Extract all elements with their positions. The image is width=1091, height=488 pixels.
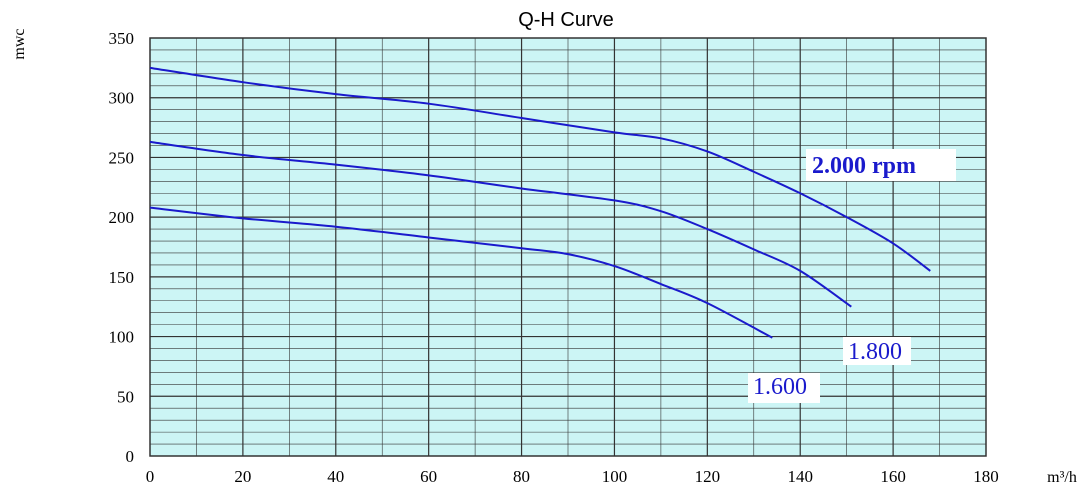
- x-tick-label: 160: [880, 467, 906, 486]
- y-tick-labels: 0 50 100 150 200 250 300 350: [109, 29, 135, 466]
- series-label-1800: 1.800: [848, 339, 902, 365]
- y-axis-label: mwc: [11, 28, 28, 59]
- curves: [149, 66, 931, 339]
- series-line-1: [149, 66, 931, 272]
- y-tick-label: 350: [109, 29, 135, 48]
- x-axis-label: m³/h: [1047, 469, 1077, 486]
- x-tick-label: 40: [327, 467, 344, 486]
- series-label-2000-rpm: 2.000 rpm: [812, 153, 916, 179]
- chart-title: Q-H Curve: [518, 9, 614, 31]
- y-tick-label: 150: [109, 268, 135, 287]
- x-tick-label: 180: [973, 467, 999, 486]
- y-tick-label: 250: [109, 148, 135, 167]
- x-tick-label: 20: [234, 467, 251, 486]
- x-tick-label: 60: [420, 467, 437, 486]
- y-tick-label: 300: [109, 89, 135, 108]
- x-tick-label: 80: [513, 467, 530, 486]
- x-tick-label: 0: [146, 467, 155, 486]
- label-bg-1600: [748, 373, 820, 403]
- grid: [150, 38, 986, 456]
- y-tick-label: 50: [117, 387, 134, 406]
- series-label-1600: 1.600: [753, 374, 807, 400]
- x-tick-label: 120: [695, 467, 721, 486]
- label-bg-1800: [843, 337, 911, 365]
- y-tick-label: 200: [109, 208, 135, 227]
- x-tick-labels: 0 20 40 60 80 100 120 140 160 180: [146, 467, 999, 486]
- x-tick-label: 140: [787, 467, 813, 486]
- y-tick-label: 0: [126, 447, 135, 466]
- label-bg-2000: [806, 149, 956, 181]
- series-line-2: [149, 140, 852, 308]
- series-line-3: [149, 206, 773, 339]
- x-tick-label: 100: [602, 467, 628, 486]
- y-tick-label: 100: [109, 328, 135, 347]
